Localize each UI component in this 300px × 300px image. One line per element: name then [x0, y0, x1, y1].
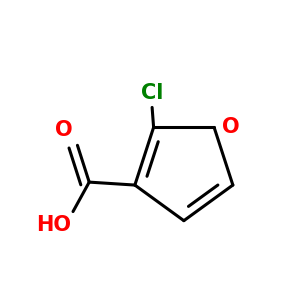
- Text: O: O: [222, 117, 240, 137]
- Text: HO: HO: [36, 215, 71, 235]
- Text: Cl: Cl: [141, 83, 163, 103]
- Text: O: O: [56, 120, 73, 140]
